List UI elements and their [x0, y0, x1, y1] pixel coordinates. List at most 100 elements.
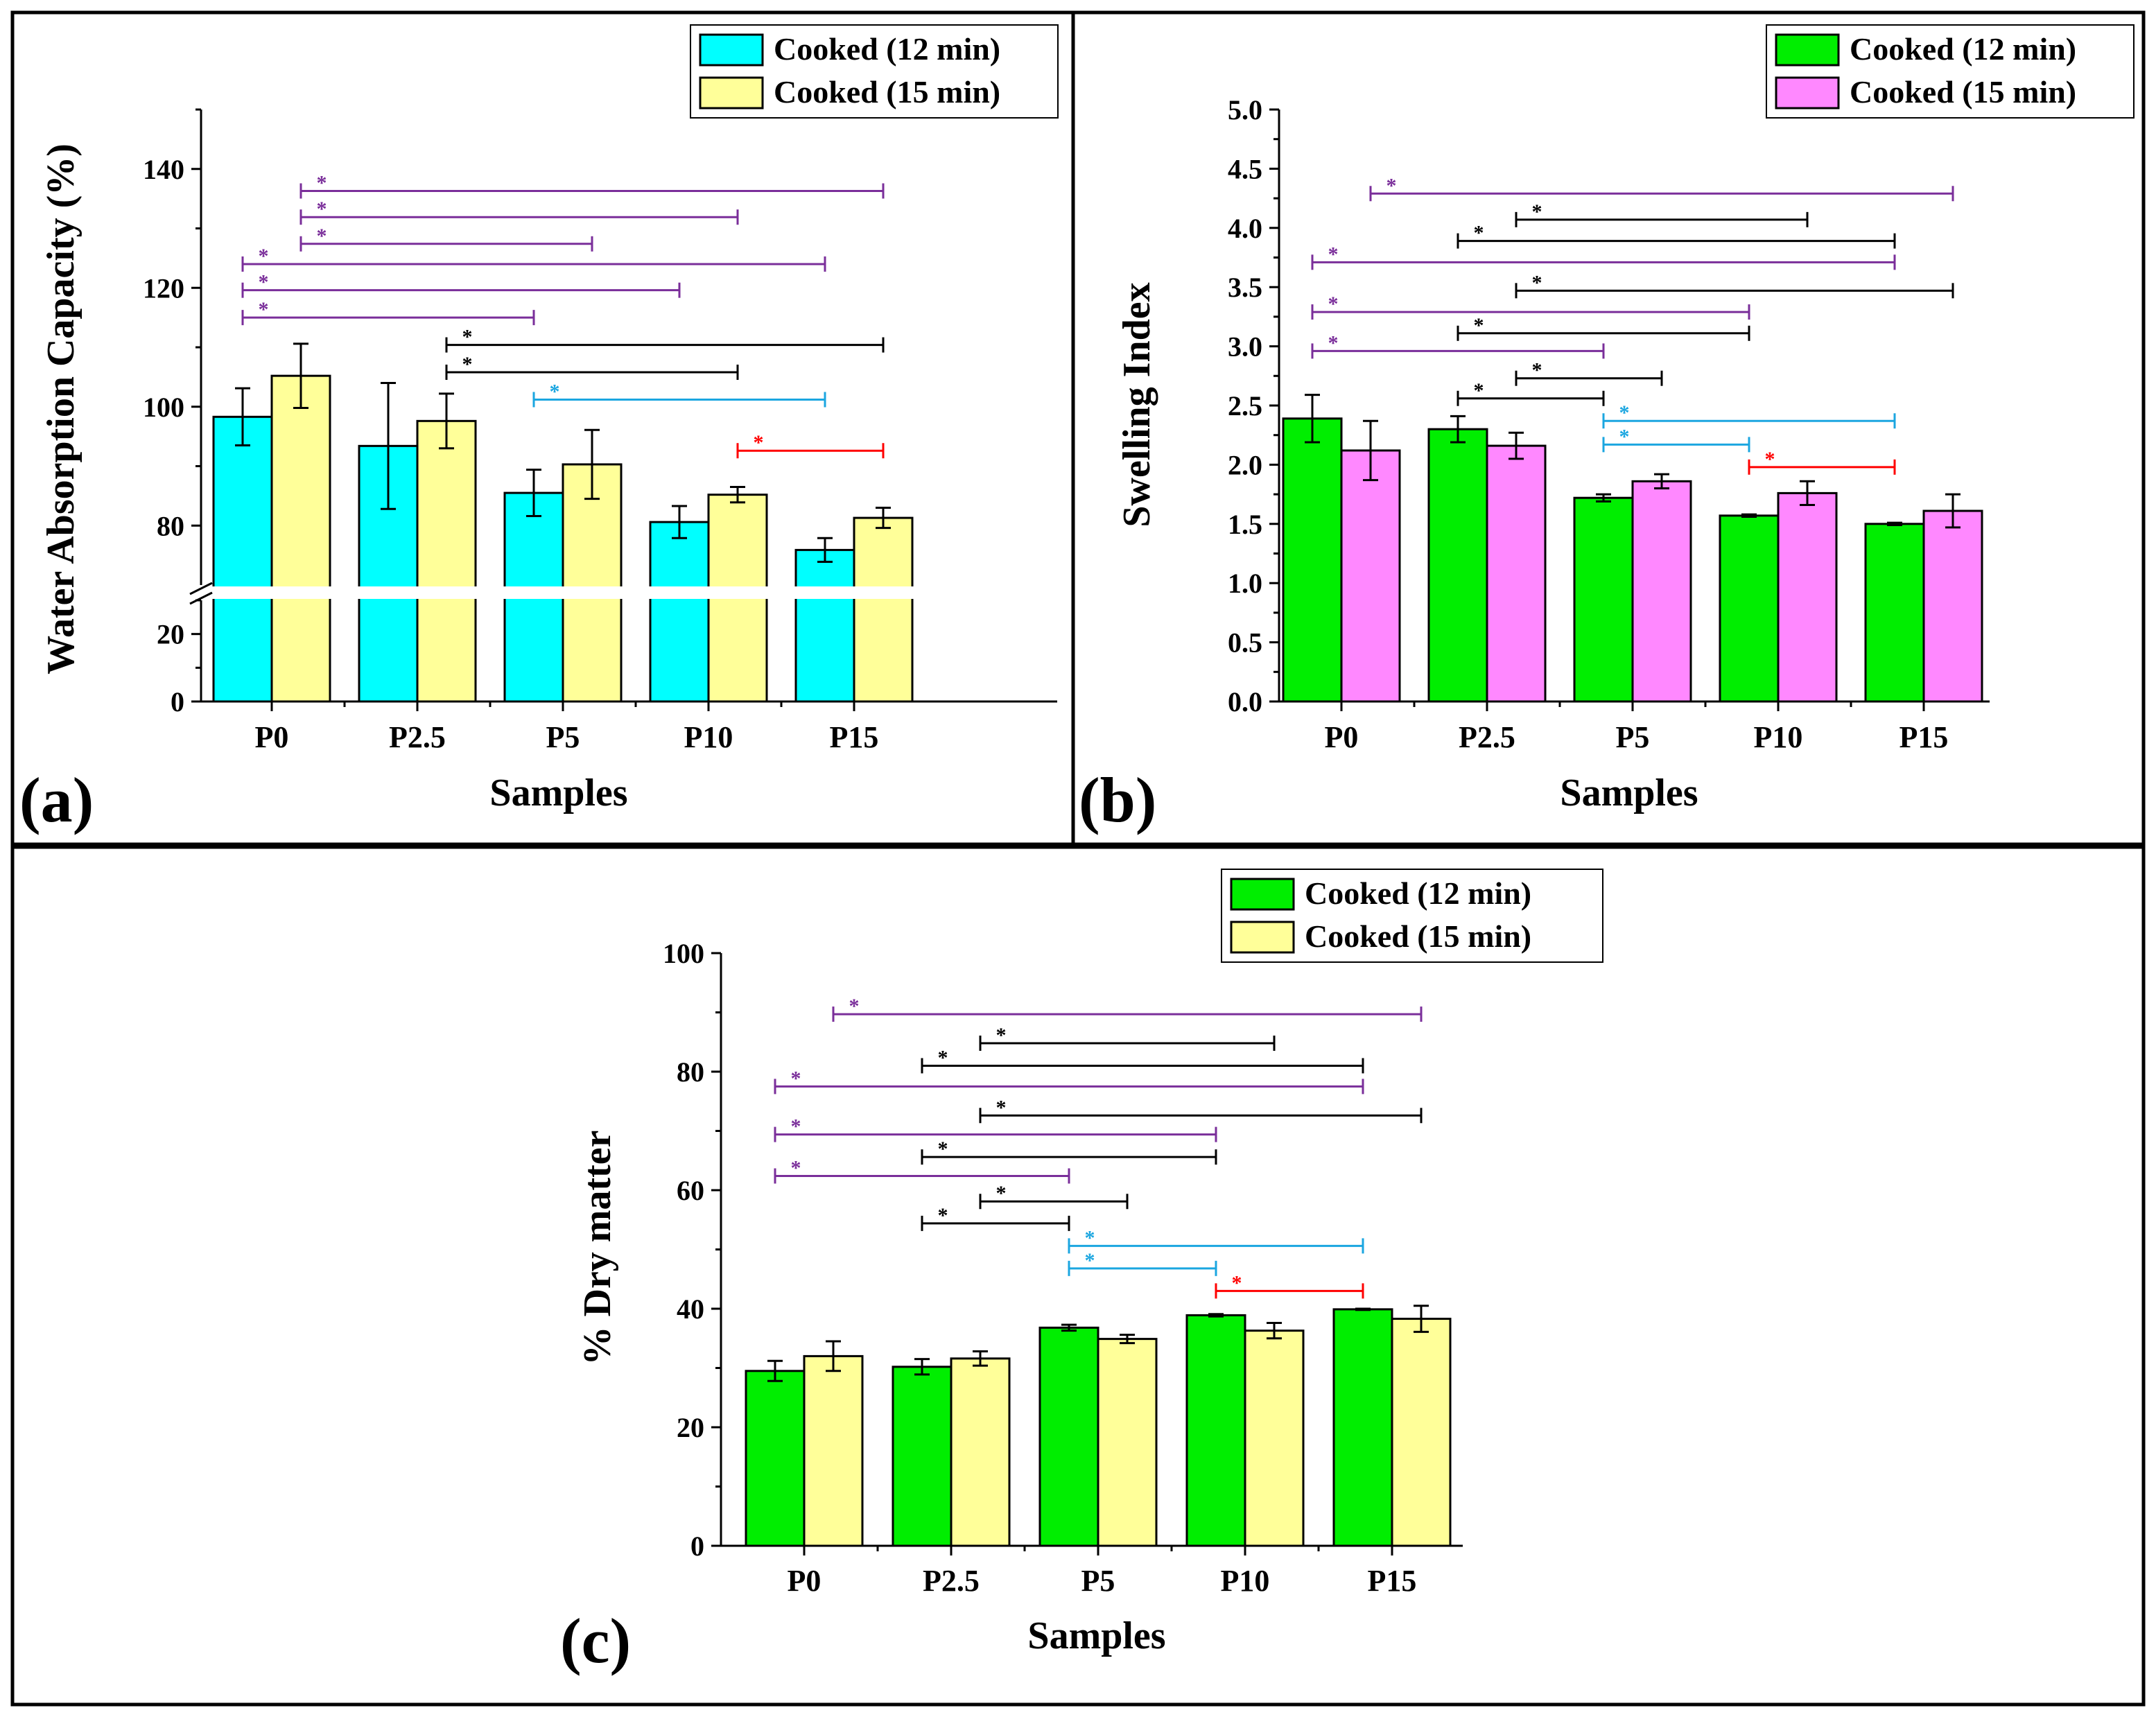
y-tick-label-a: 140	[143, 154, 184, 185]
bar-b-P10-s0	[1719, 514, 1780, 703]
significance-star-c: *	[996, 1096, 1007, 1119]
panel-frame-b	[1071, 10, 2146, 846]
error-bar-c-P15-s1	[1414, 1305, 1429, 1333]
y-tick-label-c: 20	[677, 1412, 704, 1443]
error-bar-a-P5-s0	[526, 469, 541, 518]
significance-star-b: *	[1474, 222, 1484, 245]
legend-swatch-s1	[699, 76, 764, 110]
significance-bracket-a	[532, 392, 826, 408]
panel-label-a: (a)	[19, 765, 94, 835]
significance-star-a: *	[317, 198, 327, 220]
significance-bracket-a	[241, 282, 681, 298]
bar-a-P2.5-s1	[416, 419, 477, 703]
significance-star-b: *	[1532, 359, 1542, 382]
y-tick-label-b: 2.5	[1228, 390, 1262, 421]
bar-b-P2.5-s1	[1486, 444, 1547, 703]
error-bar-c-P0-s0	[767, 1359, 783, 1382]
bar-b-P5-s0	[1573, 496, 1634, 703]
x-tick-label-c: P0	[788, 1564, 821, 1598]
legend-b: Cooked (12 min) Cooked (15 min)	[1766, 24, 2135, 119]
significance-bracket-c	[921, 1149, 1217, 1165]
panel-label-b: (b)	[1079, 765, 1156, 835]
bar-c-P0-s0	[745, 1370, 806, 1547]
error-bar-b-P10-s1	[1800, 480, 1815, 506]
significance-bracket-c	[774, 1168, 1070, 1184]
x-tick-label-a: P2.5	[389, 720, 446, 754]
error-bar-b-P15-s1	[1945, 493, 1961, 529]
legend-label-s0: Cooked (12 min)	[1305, 875, 1531, 911]
significance-star-b: *	[1328, 293, 1339, 315]
x-tick-label-c: P10	[1221, 1564, 1270, 1598]
bar-b-P10-s1	[1777, 491, 1838, 703]
significance-star-a: *	[259, 245, 269, 268]
significance-star-a: *	[259, 298, 269, 321]
chart-panel-a: 0 20 80 100 120 140 P0 P2.5 P5 P10 P15 Samples Water…	[19, 24, 1071, 835]
y-tick-label-b: 2.0	[1228, 449, 1262, 480]
significance-star-b: *	[1532, 200, 1542, 223]
bar-a-P0-s1	[270, 374, 331, 703]
legend-label-s1: Cooked (15 min)	[774, 74, 1000, 110]
significance-bracket-c	[921, 1058, 1364, 1074]
bar-a-P15-s0	[794, 548, 855, 703]
significance-bracket-b	[1515, 211, 1809, 227]
significance-star-c: *	[938, 1046, 948, 1069]
significance-star-a: *	[317, 225, 327, 247]
error-bar-c-P2.5-s1	[973, 1350, 988, 1367]
y-tick-label-c: 60	[677, 1175, 704, 1206]
significance-star-a: *	[754, 431, 764, 454]
error-bar-b-P0-s0	[1305, 394, 1320, 444]
x-tick-label-a: P5	[546, 720, 580, 754]
significance-bracket-c	[921, 1215, 1070, 1231]
significance-star-c: *	[938, 1204, 948, 1227]
significance-star-b: *	[1386, 174, 1397, 197]
error-bar-c-P5-s0	[1061, 1323, 1077, 1332]
legend-swatch-s1	[1775, 76, 1840, 110]
y-tick-label-c: 100	[663, 938, 704, 969]
y-axis-title-c: % Dry matter	[576, 1131, 619, 1366]
legend-c: Cooked (12 min) Cooked (15 min)	[1221, 869, 1603, 963]
x-tick-label-c: P2.5	[923, 1564, 980, 1598]
y-tick-label-b: 4.0	[1228, 213, 1262, 244]
significance-bracket-c	[774, 1079, 1364, 1095]
error-bar-a-P5-s1	[584, 428, 600, 500]
error-bar-c-P15-s0	[1355, 1307, 1371, 1311]
error-bar-a-P2.5-s0	[381, 381, 396, 510]
y-tick-label-b: 3.0	[1228, 331, 1262, 363]
significance-bracket-a	[241, 310, 535, 326]
bar-a-P10-s0	[649, 521, 710, 703]
significance-bracket-a	[445, 337, 885, 353]
error-bar-a-P10-s0	[672, 505, 687, 539]
error-bar-b-P2.5-s0	[1450, 415, 1466, 444]
error-bar-b-P10-s0	[1741, 513, 1757, 518]
significance-bracket-b	[1311, 254, 1896, 270]
bar-c-P10-s0	[1185, 1314, 1246, 1547]
bar-a-P15-s1	[853, 516, 914, 703]
x-tick-label-b: P0	[1325, 720, 1359, 754]
legend-label-s0: Cooked (12 min)	[1850, 31, 2076, 67]
significance-bracket-a	[445, 365, 739, 381]
bar-b-P2.5-s0	[1427, 428, 1488, 703]
error-bar-a-P10-s1	[730, 486, 745, 504]
y-tick-label-a: 100	[143, 392, 184, 423]
y-tick-label-c: 0	[690, 1531, 704, 1562]
x-tick-label-b: P10	[1754, 720, 1803, 754]
error-bar-b-P5-s1	[1654, 473, 1669, 490]
significance-bracket-a	[299, 209, 739, 225]
axis-break-mark-1	[189, 582, 213, 595]
significance-star-c: *	[791, 1156, 801, 1179]
y-tick-label-a: 20	[157, 619, 184, 650]
y-tick-label-b: 5.0	[1228, 94, 1262, 125]
significance-bracket-b	[1457, 325, 1750, 341]
significance-star-a: *	[462, 326, 473, 349]
error-bar-b-P0-s1	[1363, 419, 1378, 482]
x-tick-label-a: P15	[830, 720, 879, 754]
error-bar-a-P15-s0	[817, 537, 833, 564]
significance-star-b: *	[1619, 401, 1630, 424]
y-tick-label-a: 0	[171, 686, 184, 717]
y-tick-label-c: 40	[677, 1293, 704, 1325]
error-bar-a-P15-s1	[876, 507, 891, 530]
error-bar-b-P5-s0	[1596, 493, 1611, 503]
significance-bracket-c	[774, 1126, 1217, 1142]
significance-bracket-b	[1515, 370, 1663, 386]
